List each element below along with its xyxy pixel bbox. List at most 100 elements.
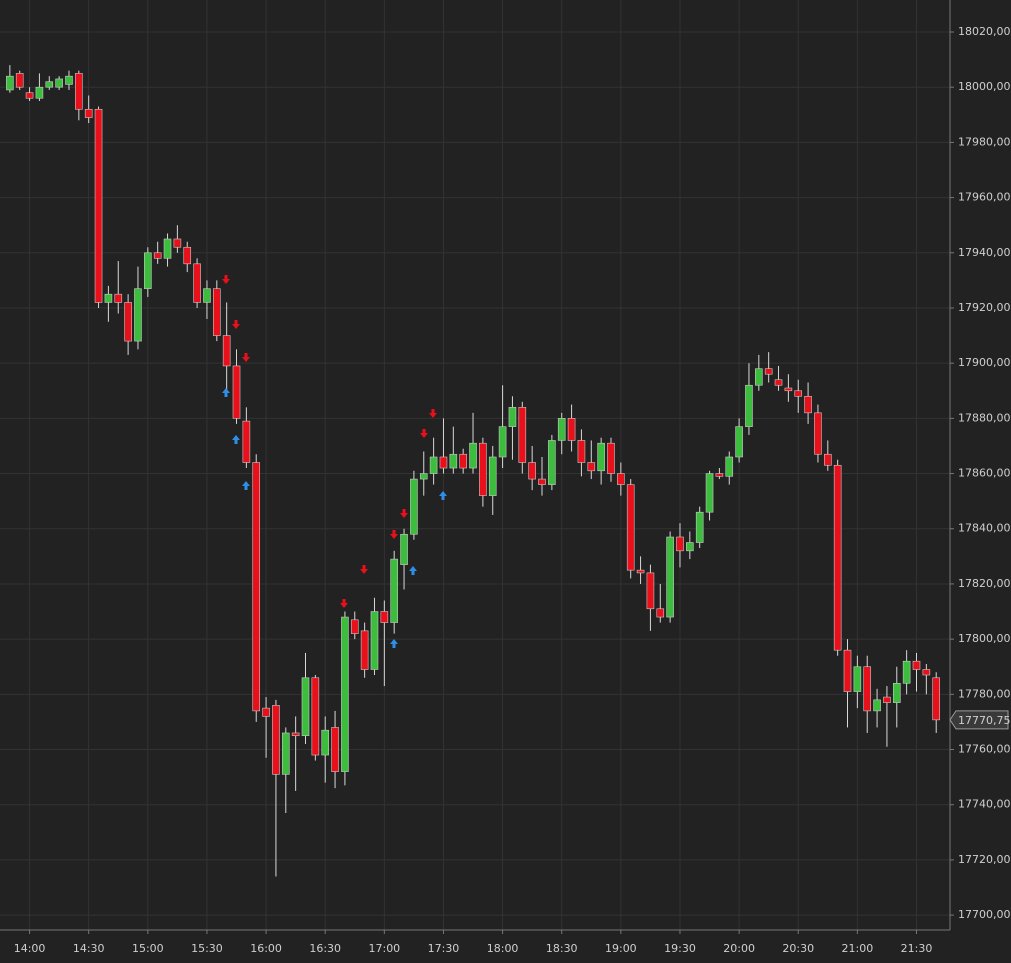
y-tick-label: 17920,00 [958, 301, 1011, 314]
candle-body [124, 302, 132, 342]
candle-body [439, 456, 448, 469]
candle-body [321, 729, 330, 756]
candle-body [341, 616, 349, 772]
candle-body [45, 81, 54, 88]
candle-body [281, 732, 290, 775]
candle-body [735, 426, 743, 458]
candle-body [705, 473, 714, 513]
candle-body [646, 572, 655, 610]
candle-body [469, 442, 477, 469]
candle-body [626, 484, 635, 571]
candle-body [883, 696, 891, 703]
y-tick-label: 17700,00 [958, 908, 1011, 921]
x-tick-label: 19:30 [664, 942, 696, 955]
candle-body [449, 453, 458, 469]
candle-body [686, 542, 694, 552]
candle-body [695, 511, 704, 543]
candle-body [459, 453, 467, 469]
y-tick-label: 17760,00 [958, 743, 1011, 756]
candle-body [213, 288, 221, 336]
candle-body [853, 666, 862, 692]
y-tick-label: 17980,00 [958, 135, 1011, 148]
candle-body [843, 649, 852, 692]
candle-body [715, 473, 724, 477]
candle-body [538, 478, 546, 485]
x-tick-label: 14:30 [73, 942, 105, 955]
candle-body [134, 288, 142, 342]
candle-body [636, 569, 645, 574]
candle-body [745, 384, 753, 427]
x-tick-label: 16:00 [250, 942, 282, 955]
x-tick-label: 20:00 [723, 942, 755, 955]
x-tick-label: 21:00 [842, 942, 874, 955]
candle-body [262, 707, 270, 717]
candle-body [252, 462, 261, 712]
y-tick-label: 17960,00 [958, 191, 1011, 204]
candle-body [912, 660, 921, 670]
x-tick-label: 19:00 [605, 942, 637, 955]
y-tick-label: 17840,00 [958, 522, 1011, 535]
candle-body [193, 263, 201, 303]
candle-body [597, 442, 605, 472]
x-tick-label: 15:30 [191, 942, 223, 955]
candle-body [75, 73, 83, 110]
x-tick-label: 15:00 [132, 942, 164, 955]
candle-body [755, 368, 763, 386]
candle-body [764, 368, 773, 375]
candle-body [144, 252, 152, 289]
candle-body [429, 456, 438, 474]
candle-body [183, 246, 192, 265]
candle-body [65, 75, 73, 85]
y-tick-label: 17800,00 [958, 632, 1011, 645]
candle-body [390, 558, 398, 623]
last-price-label: 17770,75 [958, 714, 1011, 727]
last-price-marker [949, 710, 1009, 730]
candle-body [94, 108, 103, 303]
candle-body [528, 462, 536, 480]
candle-body [114, 293, 123, 303]
candle-body [922, 669, 931, 676]
candle-body [548, 440, 556, 485]
candle-body [380, 611, 389, 623]
candle-body [25, 92, 34, 99]
y-tick-label: 18000,00 [958, 80, 1011, 93]
candle-body [863, 666, 872, 712]
y-tick-label: 17820,00 [958, 577, 1011, 590]
y-tick-label: 17720,00 [958, 853, 1011, 866]
y-tick-label: 18020,00 [958, 25, 1011, 38]
candle-body [331, 727, 339, 772]
candle-body [272, 705, 280, 775]
candle-body [873, 699, 881, 712]
candle-body [892, 682, 901, 703]
x-tick-label: 18:00 [487, 942, 519, 955]
candle-body [291, 732, 300, 737]
candle-body [804, 395, 812, 414]
y-tick-label: 17780,00 [958, 687, 1011, 700]
candle-body [350, 619, 359, 634]
candle-body [577, 440, 586, 463]
candle-body [833, 464, 842, 651]
candle-body [508, 407, 517, 427]
candle-body [932, 677, 941, 721]
candle-body [222, 335, 231, 367]
candle-body [84, 108, 93, 118]
candle-body [518, 407, 527, 463]
candle-body [410, 478, 418, 535]
candle-body [35, 86, 44, 99]
candle-body [203, 288, 211, 303]
candle-body [557, 418, 566, 441]
candle-body [242, 420, 251, 463]
candle-body [824, 453, 832, 466]
candle-body [400, 533, 408, 565]
candle-body [419, 473, 428, 480]
y-tick-label: 17900,00 [958, 356, 1011, 369]
candle-body [725, 456, 734, 477]
candle-body [774, 379, 783, 386]
candle-body [104, 293, 113, 303]
candle-body [498, 426, 507, 458]
candle-body [794, 390, 803, 397]
candle-body [311, 677, 320, 756]
